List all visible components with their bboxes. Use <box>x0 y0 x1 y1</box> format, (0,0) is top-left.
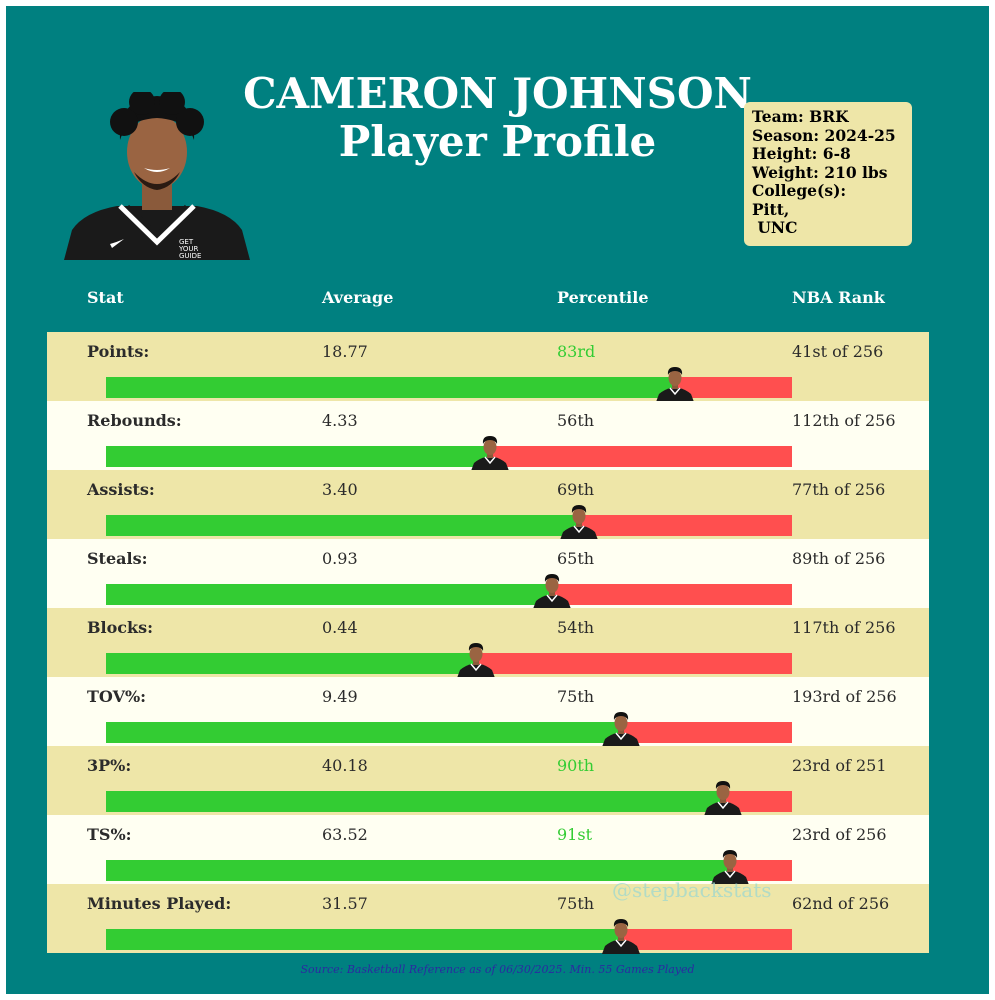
stat-average: 18.77 <box>322 342 368 361</box>
player-marker-icon <box>456 642 496 678</box>
source-note: Source: Basketball Reference as of 06/30… <box>300 963 695 976</box>
player-marker-icon <box>710 849 750 885</box>
stat-label: Rebounds: <box>87 411 182 430</box>
percentile-bar <box>106 446 792 467</box>
stat-label: Minutes Played: <box>87 894 232 913</box>
stat-rank: 23rd of 251 <box>792 756 887 775</box>
player-marker-icon <box>559 504 599 540</box>
percentile-bar-fill <box>106 584 552 605</box>
stat-average: 0.44 <box>322 618 358 637</box>
percentile-bar <box>106 791 792 812</box>
info-college-2: UNC <box>752 218 798 237</box>
stat-average: 31.57 <box>322 894 368 913</box>
stat-rank: 62nd of 256 <box>792 894 890 913</box>
stat-label: Steals: <box>87 549 148 568</box>
svg-text:GUIDE: GUIDE <box>179 252 201 260</box>
info-weight: Weight: 210 lbs <box>752 162 888 182</box>
percentile-bar-fill <box>106 791 724 812</box>
percentile-bar-fill <box>106 377 676 398</box>
percentile-bar <box>106 515 792 536</box>
stats-table: Points: 18.77 83rd 41st of 256 Rebounds: 4.33… <box>47 332 929 954</box>
stat-label: TS%: <box>87 825 132 844</box>
watermark: @stepbackstats <box>612 878 772 902</box>
stat-average: 3.40 <box>322 480 358 499</box>
stat-label: Blocks: <box>87 618 154 637</box>
player-marker-icon <box>532 573 572 609</box>
percentile-bar-fill <box>106 653 477 674</box>
table-row: 3P%: 40.18 90th 23rd of 251 <box>47 746 929 816</box>
info-height: Height: 6-8 <box>752 144 851 163</box>
stat-percentile: 54th <box>557 618 595 637</box>
stat-rank: 77th of 256 <box>792 480 886 499</box>
stat-rank: 41st of 256 <box>792 342 884 361</box>
info-season: Season: 2024-25 <box>752 125 896 145</box>
percentile-bar <box>106 653 792 674</box>
table-row: Points: 18.77 83rd 41st of 256 <box>47 332 929 402</box>
stat-percentile: 91st <box>557 825 592 844</box>
table-row: TOV%: 9.49 75th 193rd of 256 <box>47 677 929 747</box>
stat-rank: 23rd of 256 <box>792 825 887 844</box>
player-name: CAMERON JOHNSON <box>243 69 752 118</box>
stat-percentile: 69th <box>557 480 595 499</box>
stat-percentile: 75th <box>557 894 595 913</box>
stat-percentile: 65th <box>557 549 595 568</box>
stat-label: Points: <box>87 342 150 361</box>
percentile-bar <box>106 929 792 950</box>
percentile-bar-fill <box>106 929 621 950</box>
stat-rank: 117th of 256 <box>792 618 896 637</box>
info-college-label: College(s): <box>752 181 847 200</box>
percentile-bar <box>106 584 792 605</box>
player-marker-icon <box>470 435 510 471</box>
percentile-bar-fill <box>106 515 580 536</box>
stat-percentile: 90th <box>557 756 595 775</box>
column-header-stat: Stat <box>87 288 124 307</box>
stat-percentile: 56th <box>557 411 595 430</box>
table-row: Rebounds: 4.33 56th 112th of 256 <box>47 401 929 471</box>
table-row: Assists: 3.40 69th 77th of 256 <box>47 470 929 540</box>
stat-average: 4.33 <box>322 411 358 430</box>
percentile-bar <box>106 377 792 398</box>
column-header-percentile: Percentile <box>557 288 649 307</box>
percentile-bar-fill <box>106 860 731 881</box>
player-marker-icon <box>655 366 695 402</box>
column-header-average: Average <box>322 288 394 307</box>
percentile-bar-fill <box>106 722 621 743</box>
player-photo: GET YOUR GUIDE <box>64 92 250 260</box>
stat-rank: 112th of 256 <box>792 411 896 430</box>
stat-label: TOV%: <box>87 687 147 706</box>
player-info-box: Team: BRK Season: 2024-25 Height: 6-8 We… <box>744 102 912 246</box>
svg-text:YOUR: YOUR <box>178 245 199 253</box>
player-marker-icon <box>601 711 641 747</box>
stat-average: 40.18 <box>322 756 368 775</box>
percentile-bar-fill <box>106 446 491 467</box>
table-row: TS%: 63.52 91st 23rd of 256 <box>47 815 929 885</box>
percentile-bar <box>106 860 792 881</box>
player-marker-icon <box>703 780 743 816</box>
stat-percentile: 83rd <box>557 342 596 361</box>
info-team: Team: BRK <box>752 107 849 126</box>
player-marker-icon <box>601 918 641 954</box>
stat-average: 9.49 <box>322 687 358 706</box>
svg-text:GET: GET <box>179 238 194 246</box>
info-college-1: Pitt, <box>752 199 790 219</box>
table-row: Steals: 0.93 65th 89th of 256 <box>47 539 929 609</box>
stat-label: 3P%: <box>87 756 132 775</box>
stat-average: 63.52 <box>322 825 368 844</box>
stat-average: 0.93 <box>322 549 358 568</box>
stat-rank: 193rd of 256 <box>792 687 897 706</box>
stat-rank: 89th of 256 <box>792 549 886 568</box>
column-header-rank: NBA Rank <box>792 288 885 307</box>
page-subtitle: Player Profile <box>338 117 657 166</box>
stat-percentile: 75th <box>557 687 595 706</box>
stat-label: Assists: <box>87 480 155 499</box>
table-row: Minutes Played: 31.57 75th 62nd of 256 <box>47 884 929 954</box>
table-row: Blocks: 0.44 54th 117th of 256 <box>47 608 929 678</box>
percentile-bar <box>106 722 792 743</box>
